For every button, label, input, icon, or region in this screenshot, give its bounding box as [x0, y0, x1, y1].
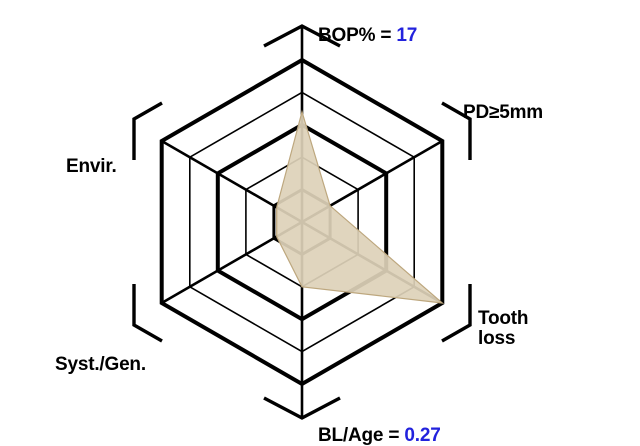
axis-tick-envir [132, 101, 163, 160]
axis-label-bl-name: BL/Age [318, 424, 384, 446]
axis-tick-tooth [441, 284, 472, 343]
axis-label-tooth-name: Tooth loss [478, 307, 529, 350]
axis-tick-brackets [132, 24, 472, 420]
axis-tick-syst [132, 284, 163, 343]
axis-label-envir-name: Envir. [66, 155, 117, 177]
axis-label-pd-name: PD≥5mm [463, 101, 543, 123]
axis-label-bop-name: BOP% [318, 24, 376, 46]
axis-label-bl-value: 0.27 [404, 424, 441, 446]
axis-label-bop-equals: = [375, 24, 397, 46]
axis-label-tooth: Tooth loss [478, 288, 529, 350]
axis-label-bop-value: 17 [396, 24, 418, 46]
axis-label-syst-name: Syst./Gen. [55, 353, 146, 375]
axis-label-envir: Envir. [66, 136, 117, 177]
data-polygon [276, 109, 445, 304]
axis-label-syst: Syst./Gen. [55, 334, 146, 375]
axis-label-bop: BOP% = 17 [318, 5, 417, 46]
axis-label-pd: PD≥5mm [463, 82, 543, 123]
axis-tick-pd [441, 101, 472, 160]
axis-label-bl-equals: = [383, 424, 405, 446]
